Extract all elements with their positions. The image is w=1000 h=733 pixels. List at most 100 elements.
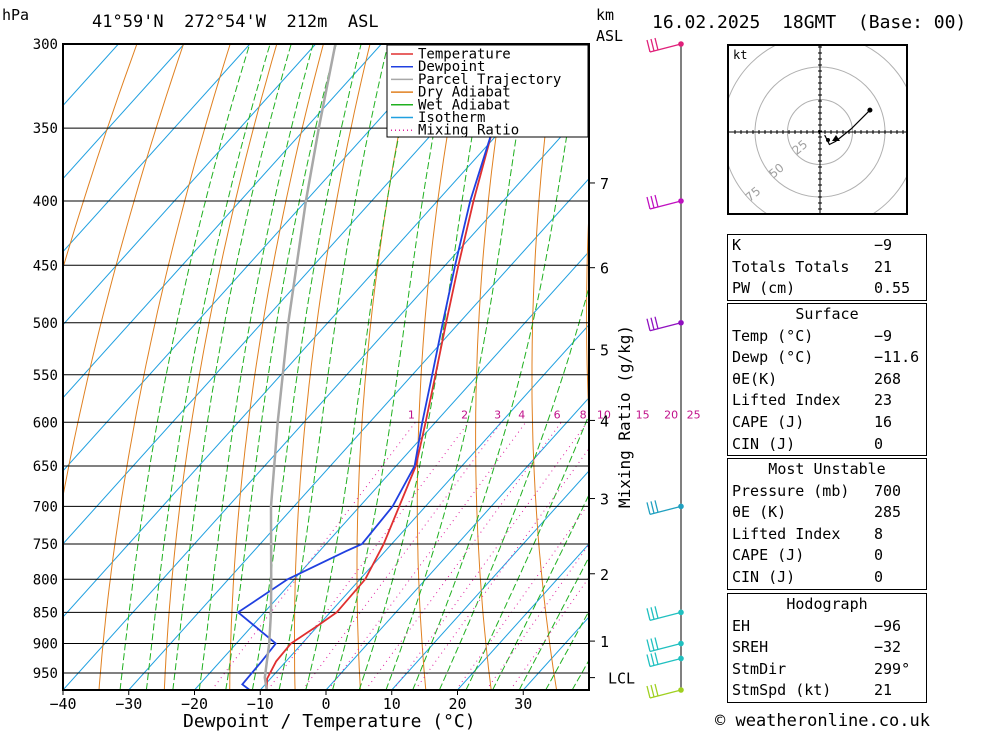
- wind-barb-flag: [650, 195, 655, 209]
- km-label: km: [596, 6, 615, 24]
- x-tick-label: 20: [448, 695, 466, 713]
- index-label: Dewp (°C): [732, 348, 814, 367]
- wet-adiabat-line: [438, 285, 589, 690]
- km-tick-label: 2: [600, 566, 609, 584]
- wind-barb-shaft: [649, 611, 682, 621]
- index-row: Pressure (mb) 700: [728, 481, 926, 503]
- isotherm-line: [63, 44, 448, 472]
- legend-entry: Wet Adiabat: [418, 97, 511, 113]
- wind-barb-flag: [650, 38, 655, 52]
- index-row: PW (cm) 0.55: [728, 278, 926, 300]
- pressure-tick-label: 750: [33, 537, 58, 553]
- legend-entry: Parcel Trajectory: [418, 72, 561, 88]
- index-value: −96: [874, 616, 902, 635]
- wet-adiabat-line: [492, 493, 589, 690]
- wet-adiabat-line: [251, 44, 362, 690]
- isotherm-line: [391, 470, 589, 690]
- wind-barb-flag: [646, 654, 651, 667]
- pressure-tick-label: 300: [33, 37, 58, 53]
- mixing-ratio-line: [485, 543, 589, 690]
- dry-adiabat-line: [475, 44, 511, 690]
- hodograph-panel: kt 25 50 75: [727, 44, 908, 215]
- wind-barb-shaft: [649, 689, 682, 699]
- wind-barb-flag: [646, 39, 651, 53]
- wind-barb-flag: [654, 637, 659, 650]
- mixing-ratio-label: 15: [636, 408, 650, 421]
- credit-text: © weatheronline.co.uk: [715, 711, 930, 731]
- index-row: EH −96: [728, 616, 926, 638]
- wind-barb-flag: [646, 608, 651, 621]
- isotherm-line: [457, 543, 589, 690]
- index-row: StmDir 299°: [728, 659, 926, 681]
- parcel-trajectory-profile: [263, 44, 337, 690]
- wind-barb-shaft: [649, 505, 682, 516]
- index-label: Temp (°C): [732, 326, 814, 345]
- pressure-tick-label: 900: [33, 637, 58, 653]
- km-tick-label: 6: [600, 260, 609, 278]
- index-label: Lifted Index: [732, 524, 841, 543]
- index-value: 268: [874, 369, 902, 388]
- wind-barb-flag: [650, 653, 655, 666]
- hodograph-ring-label: 75: [743, 184, 764, 205]
- most-unstable-table: Most Unstable Pressure (mb) 700 θE (K) 285 Li…: [727, 458, 927, 590]
- index-row: Lifted Index 8: [728, 524, 926, 546]
- isotherm-line: [588, 689, 589, 690]
- index-label: K: [732, 236, 742, 254]
- wind-barb-shaft: [649, 43, 682, 53]
- dry-adiabat-line: [229, 44, 324, 690]
- index-row: Temp (°C) −9: [728, 326, 926, 348]
- wind-barb-flag: [650, 607, 655, 620]
- index-label: EH: [732, 616, 751, 635]
- mixing-ratio-label: 4: [518, 408, 525, 421]
- hodograph-start-dot: [826, 138, 830, 142]
- hodograph-end-dot: [867, 107, 873, 113]
- index-row: StmSpd (kt) 21: [728, 680, 926, 702]
- wind-barb-flag: [654, 683, 659, 697]
- pressure-unit-label: hPa: [2, 6, 30, 24]
- skewt-chart: 1 2 3 4 6 8 10 15 20 2530035040045050055060065070…: [33, 37, 700, 732]
- hodograph-indices-table: Hodograph EH −96 SREH −32 StmDir 299° StmSpd (k…: [727, 593, 927, 703]
- isotherm-line: [63, 44, 185, 180]
- x-tick-label: −10: [247, 695, 274, 713]
- wet-adiabat-line: [198, 44, 314, 690]
- x-tick-label: −20: [181, 695, 208, 713]
- isotherm-line: [259, 323, 589, 690]
- legend-entry: Mixing Ratio: [418, 123, 519, 139]
- mixing-ratio-line: [302, 421, 502, 690]
- pressure-tick-label: 850: [33, 605, 58, 621]
- mixing-ratio-line: [392, 421, 588, 690]
- wind-barb-flag: [650, 638, 655, 651]
- legend-entry: Dewpoint: [418, 59, 485, 75]
- index-value: 16: [874, 412, 893, 431]
- mixing-ratio-line: [327, 421, 527, 690]
- isotherm-line: [522, 616, 589, 690]
- x-tick-label: −30: [115, 695, 142, 713]
- index-value: 21: [874, 681, 893, 700]
- wind-barb-flag: [654, 37, 659, 51]
- dry-adiabat-line: [294, 44, 371, 690]
- pressure-tick-label: 800: [33, 572, 58, 588]
- index-row: SREH −32: [728, 637, 926, 659]
- isotherm-line: [63, 44, 317, 326]
- mixing-ratio-label: 10: [597, 408, 611, 421]
- x-tick-label: −40: [49, 695, 76, 713]
- dry-adiabat-line: [63, 44, 138, 270]
- indices-top-table: K −9 Totals Totals 21 PW (cm) 0.55: [727, 234, 927, 301]
- wind-barb-flag: [654, 194, 659, 208]
- asl-label: ASL: [596, 27, 624, 45]
- plot-frame: [62, 43, 590, 691]
- index-label: StmSpd (kt): [732, 681, 832, 700]
- dry-adiabat-line: [531, 44, 558, 690]
- mixing-ratio-label: 6: [554, 408, 561, 421]
- index-label: Lifted Index: [732, 391, 841, 410]
- x-axis-label: Dewpoint / Temperature (°C): [183, 711, 476, 732]
- table-title: Most Unstable: [768, 460, 886, 478]
- x-tick-label: 0: [321, 695, 330, 713]
- index-value: −9: [874, 236, 893, 254]
- index-label: StmDir: [732, 659, 787, 678]
- wind-barb-flag: [654, 316, 659, 329]
- wet-adiabat-line: [518, 556, 589, 690]
- wet-adiabat-line: [305, 44, 418, 690]
- wind-barb-flag: [650, 317, 655, 330]
